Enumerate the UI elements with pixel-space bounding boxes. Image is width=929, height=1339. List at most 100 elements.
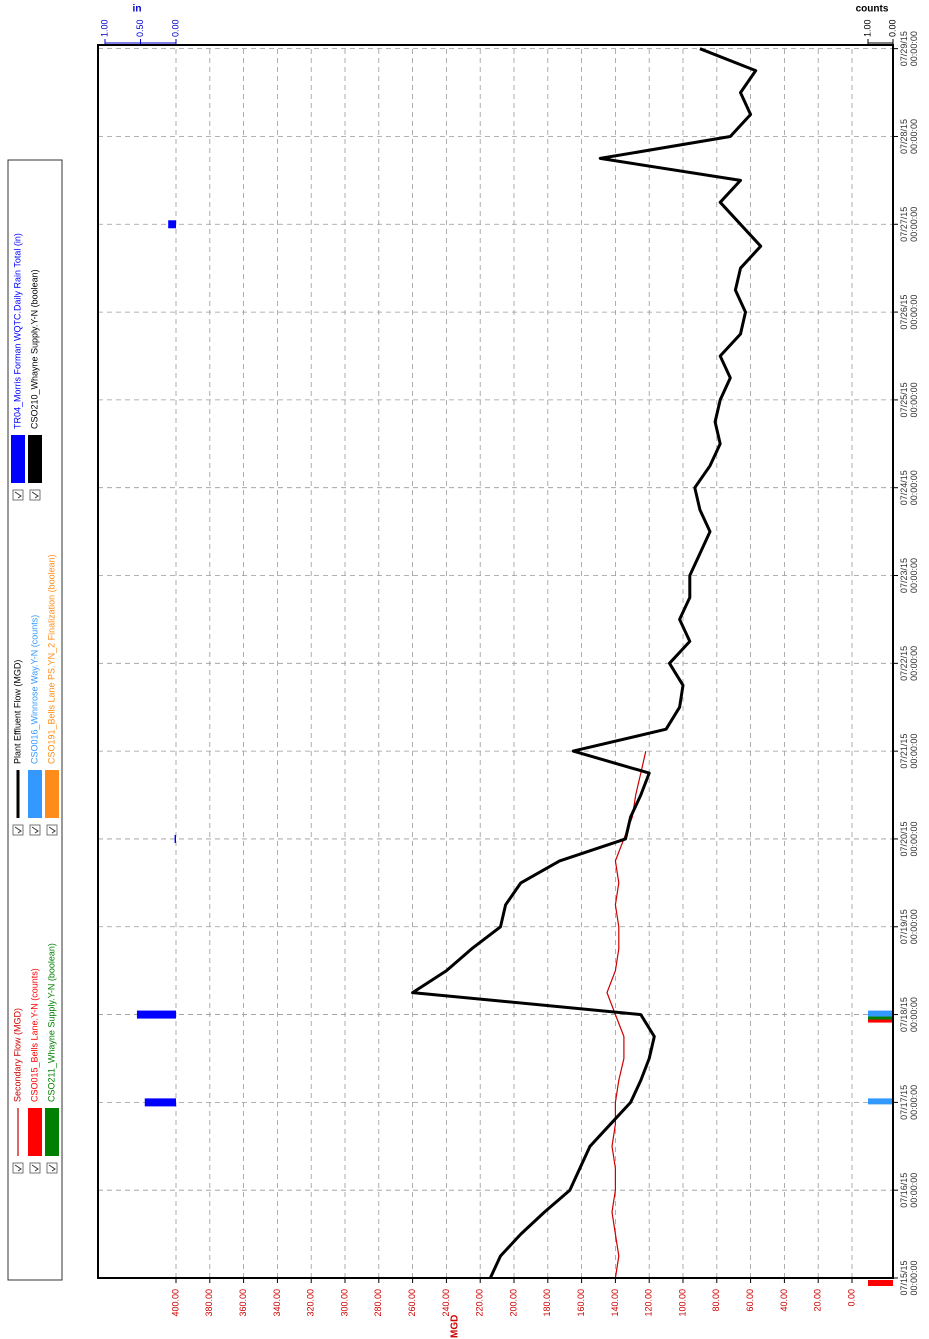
legend-check [31, 1164, 39, 1172]
counts-axis-title: counts [856, 4, 889, 15]
y-tick-label: 220.00 [475, 1289, 485, 1317]
y-tick-label: 380.00 [204, 1289, 214, 1317]
legend-checkbox [46, 824, 58, 836]
rain-tick-label: 0.50 [135, 19, 145, 37]
legend-checkbox [29, 1162, 41, 1174]
bar [136, 1010, 176, 1019]
y-tick-label: 200.00 [508, 1289, 518, 1317]
x-tick-label-box: 07/18/15 00:00:00 [899, 997, 919, 1033]
rain-axis-title: in [133, 4, 142, 15]
x-tick-label: 07/27/15 00:00:00 [899, 206, 919, 242]
x-tick-label: 07/22/15 00:00:00 [899, 645, 919, 681]
legend-label: Plant Effluent Flow (MGD) [12, 660, 22, 764]
x-tick-label: 07/17/15 00:00:00 [899, 1084, 919, 1120]
legend-checkbox [12, 489, 24, 501]
y-tick-label: 240.00 [441, 1289, 451, 1317]
legend-label: CSO210_Whayne Supply.Y-N (boolean) [29, 269, 39, 429]
y-tick-label: 400.00 [170, 1289, 180, 1317]
x-tick-label: 07/26/15 00:00:00 [899, 294, 919, 330]
y-tick-label: 300.00 [339, 1289, 349, 1317]
y-tick-label: 320.00 [306, 1289, 316, 1317]
x-tick-label: 07/29/15 00:00:00 [899, 31, 919, 67]
plot-frame [97, 44, 894, 1279]
legend-label: Secondary Flow (MGD) [12, 1008, 22, 1102]
legend-checkbox [46, 1162, 58, 1174]
y-tick-label: 260.00 [407, 1289, 417, 1317]
counts-tick-label: 1.00 [862, 19, 872, 37]
rain-tick-label: 1.00 [99, 19, 109, 37]
x-tick-label-box: 07/24/15 00:00:00 [899, 470, 919, 506]
legend-checkbox [12, 1162, 24, 1174]
x-tick-label: 07/20/15 00:00:00 [899, 821, 919, 857]
x-tick-label-box: 07/27/15 00:00:00 [899, 206, 919, 242]
y-tick-label: 180.00 [542, 1289, 552, 1317]
x-tick-label: 07/18/15 00:00:00 [899, 997, 919, 1033]
legend-label: CSO015_Bells Lane.Y-N (counts) [29, 968, 39, 1102]
bar [174, 834, 177, 843]
legend-checkbox [12, 824, 24, 836]
x-tick-label: 07/21/15 00:00:00 [899, 733, 919, 769]
x-tick-label: 07/15/15 00:00:00 [899, 1260, 919, 1296]
legend-check [14, 826, 22, 834]
legend-label: CSO191_Bells Lane PS.YN_2 Finalization (… [46, 554, 56, 764]
legend-label: CSO211_Whayne Supply.Y-N (boolean) [46, 943, 56, 1102]
x-tick-label: 07/28/15 00:00:00 [899, 118, 919, 155]
bar [168, 220, 177, 229]
y-tick-label: 160.00 [576, 1289, 586, 1317]
legend-check [48, 1164, 56, 1172]
x-tick-label-box: 07/15/15 00:00:00 [899, 1260, 919, 1296]
x-tick-label: 07/25/15 00:00:00 [899, 382, 919, 418]
legend-swatch [28, 770, 42, 818]
legend-label: TR04_Morris Forman WQTC.Daily Rain Total… [12, 233, 22, 429]
x-tick-label: 07/23/15 00:00:00 [899, 558, 919, 594]
bar [868, 1010, 893, 1017]
x-tick-label-box: 07/26/15 00:00:00 [899, 294, 919, 330]
x-tick-label-box: 07/16/15 00:00:00 [899, 1172, 919, 1208]
counts-tick-label: 0.00 [887, 19, 897, 37]
x-tick-label: 07/19/15 00:00:00 [899, 909, 919, 945]
legend-swatch [28, 1108, 42, 1156]
legend-check [31, 826, 39, 834]
legend-check [31, 491, 39, 499]
legend-swatch [11, 435, 25, 483]
y-tick-label: 360.00 [238, 1289, 248, 1317]
x-tick-label-box: 07/23/15 00:00:00 [899, 558, 919, 594]
rotated-chart: 0.00 20.00 40.00 60.00 80.00 100.00 120.00 140.… [7, 19, 919, 1338]
x-tick-label: 07/16/15 00:00:00 [899, 1172, 919, 1208]
bar [144, 1098, 176, 1107]
legend-swatch [45, 1108, 59, 1156]
legend-check [14, 491, 22, 499]
y-tick-label: 140.00 [610, 1289, 620, 1317]
legend-check [48, 826, 56, 834]
y-axis-title: MGD [450, 1315, 461, 1338]
x-tick-label: 07/24/15 00:00:00 [899, 470, 919, 506]
bar [868, 1280, 893, 1286]
y-tick-label: 0.00 [846, 1289, 856, 1307]
x-tick-label-box: 07/17/15 00:00:00 [899, 1084, 919, 1120]
y-tick-label: 340.00 [272, 1289, 282, 1317]
y-tick-label: 100.00 [677, 1289, 687, 1317]
y-tick-label: 20.00 [813, 1289, 823, 1312]
legend-checkbox [29, 824, 41, 836]
legend-swatch [28, 435, 42, 483]
x-tick-label-box: 07/25/15 00:00:00 [899, 382, 919, 418]
plot-area [98, 45, 893, 1278]
x-tick-label-box: 07/19/15 00:00:00 [899, 909, 919, 945]
rain-tick-label: 0.00 [170, 19, 180, 37]
legend-check [14, 1164, 22, 1172]
y-tick-label: 120.00 [644, 1289, 654, 1317]
legend-swatch [45, 770, 59, 818]
legend-label: CSO016_Winnrose Way.Y-N (counts) [29, 615, 39, 764]
y-tick-label: 80.00 [711, 1289, 721, 1312]
y-tick-label: 280.00 [373, 1289, 383, 1317]
x-tick-label-box: 07/29/15 00:00:00 [899, 31, 919, 67]
x-tick-label-box: 07/28/15 00:00:00 [899, 118, 919, 155]
line-series [411, 47, 763, 1279]
y-tick-label: 60.00 [745, 1289, 755, 1312]
bar [868, 1098, 893, 1105]
legend-checkbox [29, 489, 41, 501]
x-tick-label-box: 07/21/15 00:00:00 [899, 733, 919, 769]
x-tick-label-box: 07/22/15 00:00:00 [899, 645, 919, 681]
